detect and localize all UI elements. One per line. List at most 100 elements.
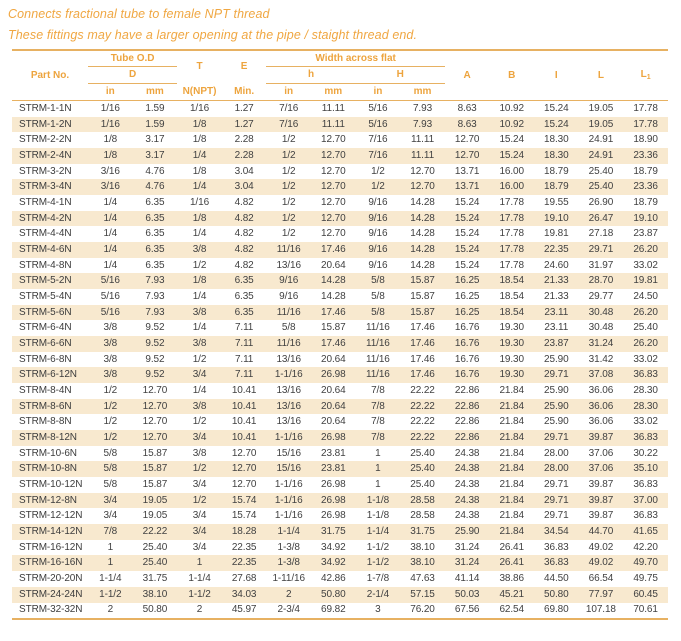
value-cell: 12.70 [321,181,346,193]
value-cell: 23.36 [633,181,658,193]
value-cell: 27.68 [231,572,257,584]
value-cell: 6.35 [145,212,165,224]
value-cell: 30.48 [588,322,614,334]
value-cell: 1/4 [192,228,207,240]
value-cell: 22.35 [231,541,257,553]
col-header-n-npt: N(NPT) [177,83,222,101]
value-cell: 1/4 [192,149,207,161]
value-cell: 38.86 [499,572,524,584]
value-cell: 19.30 [499,337,524,349]
value-cell: 7.11 [234,369,254,381]
value-cell: 22.22 [410,400,435,412]
value-cell: 17.46 [321,243,346,255]
value-cell: 4.82 [234,243,254,255]
value-cell: 25.90 [544,384,569,396]
value-cell: 25.40 [410,447,435,459]
col-header-a: A [444,49,490,101]
value-cell: 15.87 [410,290,435,302]
part-no-cell: STRM-3-4N [19,181,72,193]
value-cell: 3/8 [192,447,207,459]
value-cell: 33.02 [633,259,658,271]
value-cell: 18.30 [544,134,569,146]
value-cell: 1/2 [103,416,118,428]
value-cell: 8.63 [457,118,477,130]
value-cell: 1-1/2 [366,557,390,569]
value-cell: 15.24 [544,102,569,114]
value-cell: 7/8 [371,416,385,428]
value-cell: 3/4 [103,494,118,506]
part-no-cell: STRM-1-1N [19,102,72,114]
value-cell: 1-7/8 [366,572,390,584]
value-cell: 17.46 [410,353,435,365]
value-cell: 49.02 [588,541,614,553]
value-cell: 3.17 [145,134,165,146]
value-cell: 12.70 [454,149,480,161]
value-cell: 3.04 [234,165,254,177]
value-cell: 7.93 [145,275,165,287]
value-cell: 50.80 [321,588,346,600]
value-cell: 5/16 [100,306,120,318]
value-cell: 5/8 [103,478,118,490]
value-cell: 9/16 [368,212,388,224]
value-cell: 15.24 [454,212,480,224]
value-cell: 2-3/4 [266,602,311,621]
value-cell: 1-1/16 [274,510,303,522]
part-no-cell: STRM-4-6N [19,243,72,255]
value-cell: 14.28 [410,243,435,255]
value-cell: 37.08 [588,369,614,381]
value-cell: 1/4 [103,228,118,240]
value-cell: 21.84 [499,494,524,506]
part-no-cell: STRM-5-2N [19,275,72,287]
value-cell: 22.86 [454,416,480,428]
value-cell: 5/16 [368,118,388,130]
value-cell: 21.84 [499,416,524,428]
value-cell: 15.24 [454,196,480,208]
value-cell: 49.02 [588,557,614,569]
col-header-i: I [534,49,579,101]
value-cell: 42.86 [321,572,346,584]
value-cell: 19.30 [499,322,524,334]
value-cell: 12.70 [231,463,257,475]
value-cell: 7.11 [234,353,254,365]
value-cell: 2-1/4 [366,588,390,600]
value-cell: 25.90 [544,353,569,365]
value-cell: 20.64 [321,353,346,365]
value-cell: 11/16 [276,306,301,318]
value-cell: 3/4 [192,478,207,490]
value-cell: 25.40 [410,478,435,490]
value-cell: 15.24 [499,149,524,161]
value-cell: 29.71 [544,478,569,490]
part-no-cell: STRM-10-6N [19,447,77,459]
part-no-cell: STRM-4-2N [19,212,72,224]
value-cell: 6.35 [145,243,165,255]
value-cell: 11/16 [365,337,390,349]
value-cell: 3/4 [192,369,207,381]
value-cell: 15.24 [454,228,480,240]
value-cell: 1.27 [234,118,254,130]
value-cell: 3/8 [103,353,118,365]
value-cell: 14.28 [410,228,435,240]
value-cell: 3 [355,602,401,621]
value-cell: 16.25 [454,306,480,318]
table-row: STRM-6-12N 3/8 9.52 3/4 7.11 1-1/16 26.98 11/16… [12,367,668,384]
value-cell: 3/8 [192,400,207,412]
value-cell: 4.82 [234,228,254,240]
value-cell: 11/16 [365,322,390,334]
value-cell: 11/16 [365,369,390,381]
part-no-cell: STRM-12-8N [19,494,77,506]
value-cell: 24.91 [588,134,614,146]
value-cell: 37.00 [633,494,658,506]
value-cell: 9/16 [368,196,388,208]
part-no-cell: STRM-8-6N [19,400,72,412]
value-cell: 22.22 [142,525,168,537]
value-cell: 1-11/16 [272,572,305,584]
value-cell: 5/8 [371,306,385,318]
value-cell: 38.10 [142,588,168,600]
table-row: STRM-2-4N 1/8 3.17 1/4 2.28 1/2 12.70 7/16 11.11… [12,148,668,164]
value-cell: 7/16 [279,118,299,130]
value-cell: 29.71 [544,494,569,506]
value-cell: 1/16 [100,118,120,130]
value-cell: 1/2 [281,134,296,146]
value-cell: 5/16 [100,290,120,302]
value-cell: 21.84 [499,463,524,475]
